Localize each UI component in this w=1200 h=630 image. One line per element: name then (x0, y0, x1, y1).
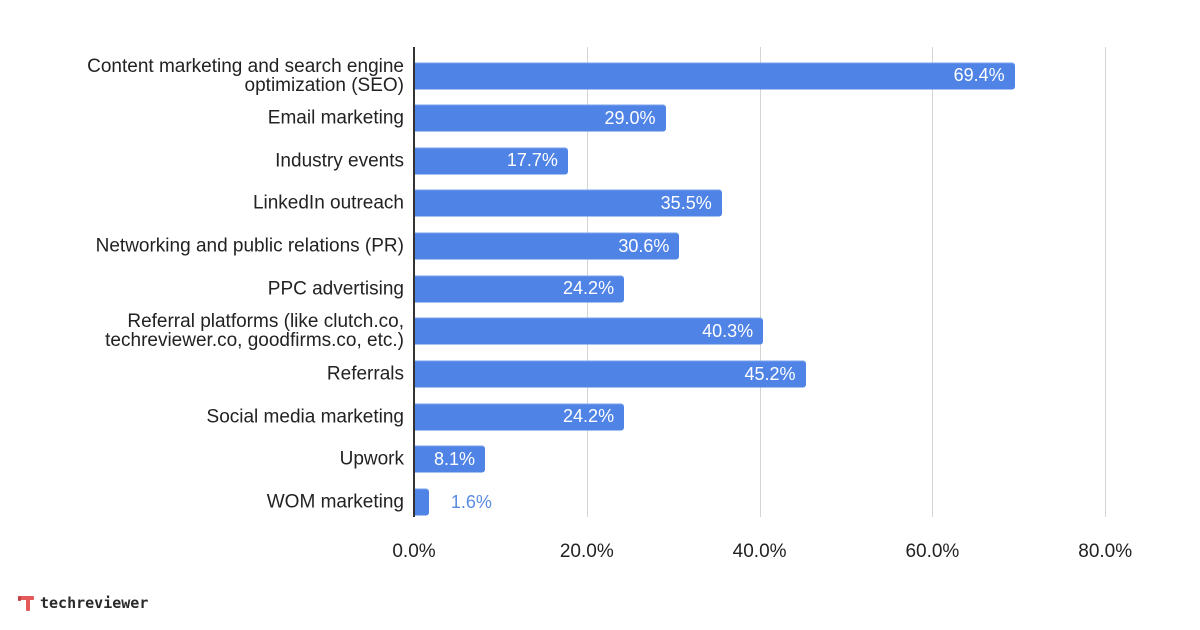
category-label: Email marketing (267, 107, 404, 129)
bar-value-label: 40.3% (702, 320, 754, 341)
bar: 40.3% (415, 317, 764, 345)
bar: 35.5% (415, 189, 722, 217)
bar: 69.4% (415, 62, 1015, 89)
bar: 17.7% (415, 147, 568, 175)
techreviewer-logo-icon (18, 594, 36, 612)
bar: 8.1% (415, 445, 485, 473)
bar: 45.2% (415, 360, 806, 388)
bar-value-label: 69.4% (953, 65, 1005, 85)
brand-watermark: techreviewer (18, 594, 148, 612)
x-tick-label: 0.0% (392, 541, 436, 562)
brand-name: techreviewer (40, 594, 149, 612)
bar: 24.2% (415, 275, 625, 303)
bar-value-label: 1.6% (450, 491, 492, 512)
category-label: WOM marketing (266, 491, 404, 513)
bar-value-label: 24.2% (563, 278, 615, 299)
bar-value-label: 8.1% (433, 448, 475, 469)
category-label: Industry events (275, 150, 404, 172)
bar: 24.2% (415, 403, 625, 431)
category-label: Referral platforms (like clutch.co, tech… (105, 311, 404, 352)
y-axis-line (413, 47, 415, 517)
bar: 1.6% (415, 488, 492, 516)
x-tick-label: 20.0% (559, 541, 614, 562)
bar-value-label: 30.6% (618, 235, 670, 256)
gridline (932, 47, 934, 517)
category-label: Upwork (339, 448, 404, 470)
bar-value-label: 17.7% (506, 150, 558, 171)
category-label: Content marketing and search engine opti… (87, 55, 404, 96)
x-tick-label: 60.0% (905, 541, 960, 562)
bar-value-label: 45.2% (744, 363, 796, 384)
category-label: Referrals (326, 363, 404, 385)
category-label: Social media marketing (206, 406, 404, 428)
gridline (1105, 47, 1107, 517)
gridline (759, 47, 761, 517)
x-tick-label: 80.0% (1078, 541, 1133, 562)
category-label: Networking and public relations (PR) (95, 235, 404, 257)
bar: 30.6% (415, 232, 680, 260)
category-label: LinkedIn outreach (252, 192, 404, 214)
bar-value-label: 35.5% (660, 192, 712, 213)
x-tick-label: 40.0% (732, 541, 787, 562)
bar-value-label: 24.2% (563, 406, 615, 427)
bar-value-label: 29.0% (604, 107, 656, 128)
category-label: PPC advertising (267, 278, 404, 300)
bar: 29.0% (415, 104, 666, 132)
